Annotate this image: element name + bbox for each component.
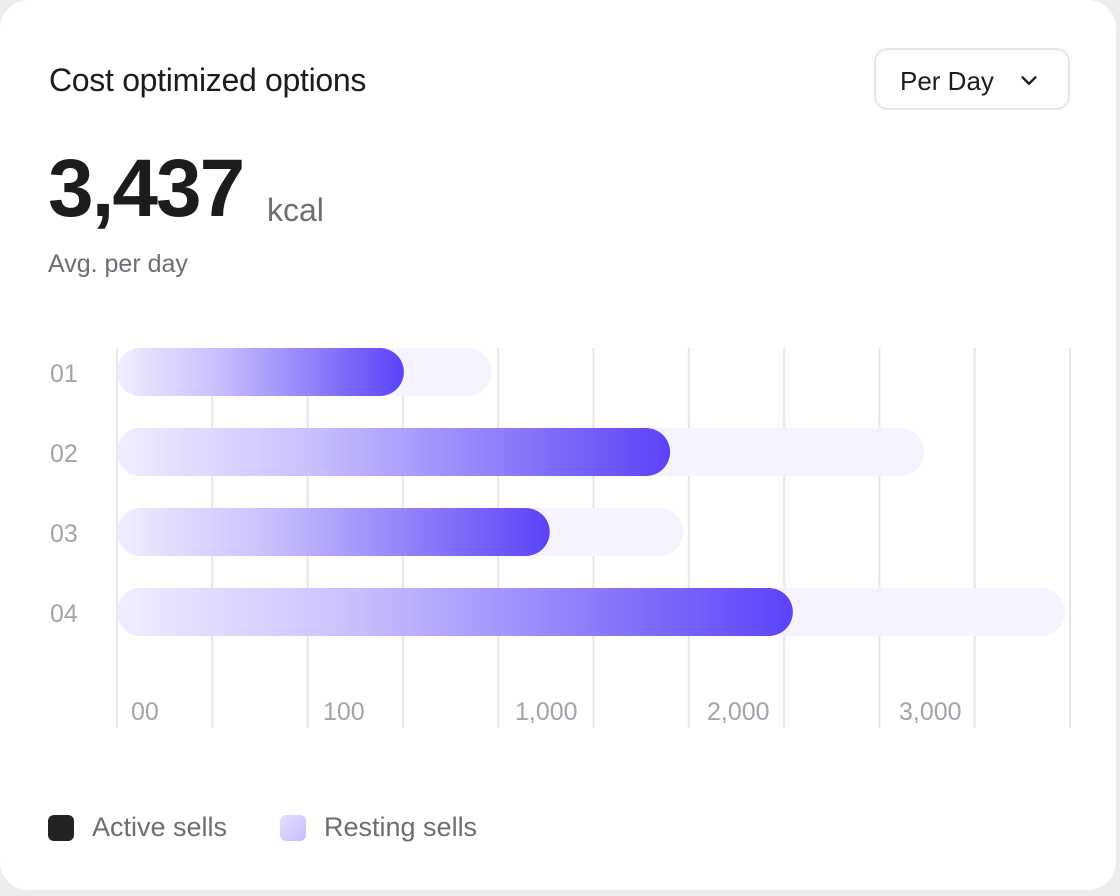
legend-label-active: Active sells: [92, 812, 228, 842]
category-label: 02: [50, 440, 78, 468]
bar-chart: 01 02 03 04 00 100 1,000 2,000 3,000: [50, 348, 1071, 728]
x-tick-label: 2,000: [707, 698, 770, 726]
card-title: Cost optimized options: [49, 62, 367, 98]
metric-unit: kcal: [267, 192, 324, 228]
x-tick-label: 1,000: [515, 698, 578, 726]
category-label: 04: [50, 600, 78, 628]
x-tick-label: 00: [131, 698, 159, 726]
category-label: 01: [50, 360, 78, 388]
category-label: 03: [50, 520, 78, 548]
period-dropdown-label: Per Day: [900, 66, 994, 96]
bar-active: [117, 348, 404, 396]
period-dropdown[interactable]: Per Day: [874, 48, 1070, 110]
metric-caption: Avg. per day: [48, 250, 188, 278]
legend-swatch-resting: [280, 815, 306, 841]
x-tick-label: 3,000: [899, 698, 962, 726]
legend-label-resting: Resting sells: [324, 812, 478, 842]
x-tick-label: 100: [323, 698, 365, 726]
chevron-down-icon: [1021, 76, 1037, 85]
bar-active: [117, 588, 793, 636]
legend-swatch-active: [48, 815, 74, 841]
metric-value: 3,437: [48, 143, 245, 234]
bar-active: [117, 428, 671, 476]
bar-active: [117, 508, 550, 556]
